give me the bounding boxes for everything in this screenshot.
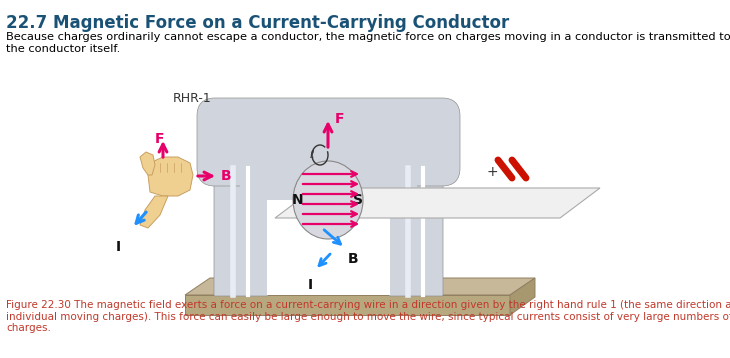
Polygon shape	[140, 196, 168, 228]
Text: B: B	[348, 252, 358, 266]
Text: RHR-1: RHR-1	[172, 92, 212, 105]
Text: N: N	[292, 193, 304, 207]
Text: $\ell$: $\ell$	[309, 148, 315, 160]
Bar	[240, 160, 417, 200]
Text: S: S	[353, 193, 363, 207]
Text: +: +	[486, 165, 498, 179]
FancyBboxPatch shape	[197, 98, 460, 186]
Polygon shape	[185, 278, 535, 295]
Text: Because charges ordinarily cannot escape a conductor, the magnetic force on char: Because charges ordinarily cannot escape…	[6, 32, 730, 54]
Text: 22.7 Magnetic Force on a Current-Carrying Conductor: 22.7 Magnetic Force on a Current-Carryin…	[6, 14, 510, 32]
Text: B: B	[221, 169, 231, 183]
Text: I: I	[115, 240, 120, 254]
FancyBboxPatch shape	[389, 164, 443, 296]
Polygon shape	[140, 152, 155, 175]
Text: Figure 22.30 The magnetic field exerts a force on a current-carrying wire in a d: Figure 22.30 The magnetic field exerts a…	[6, 300, 730, 333]
FancyBboxPatch shape	[214, 164, 268, 296]
Text: F: F	[155, 132, 164, 146]
Polygon shape	[185, 295, 510, 315]
Text: I: I	[307, 278, 312, 292]
Polygon shape	[148, 157, 193, 196]
Ellipse shape	[293, 161, 363, 239]
Text: F: F	[335, 112, 345, 126]
Polygon shape	[510, 278, 535, 315]
Polygon shape	[275, 188, 600, 218]
Bar	[267, 168, 390, 295]
